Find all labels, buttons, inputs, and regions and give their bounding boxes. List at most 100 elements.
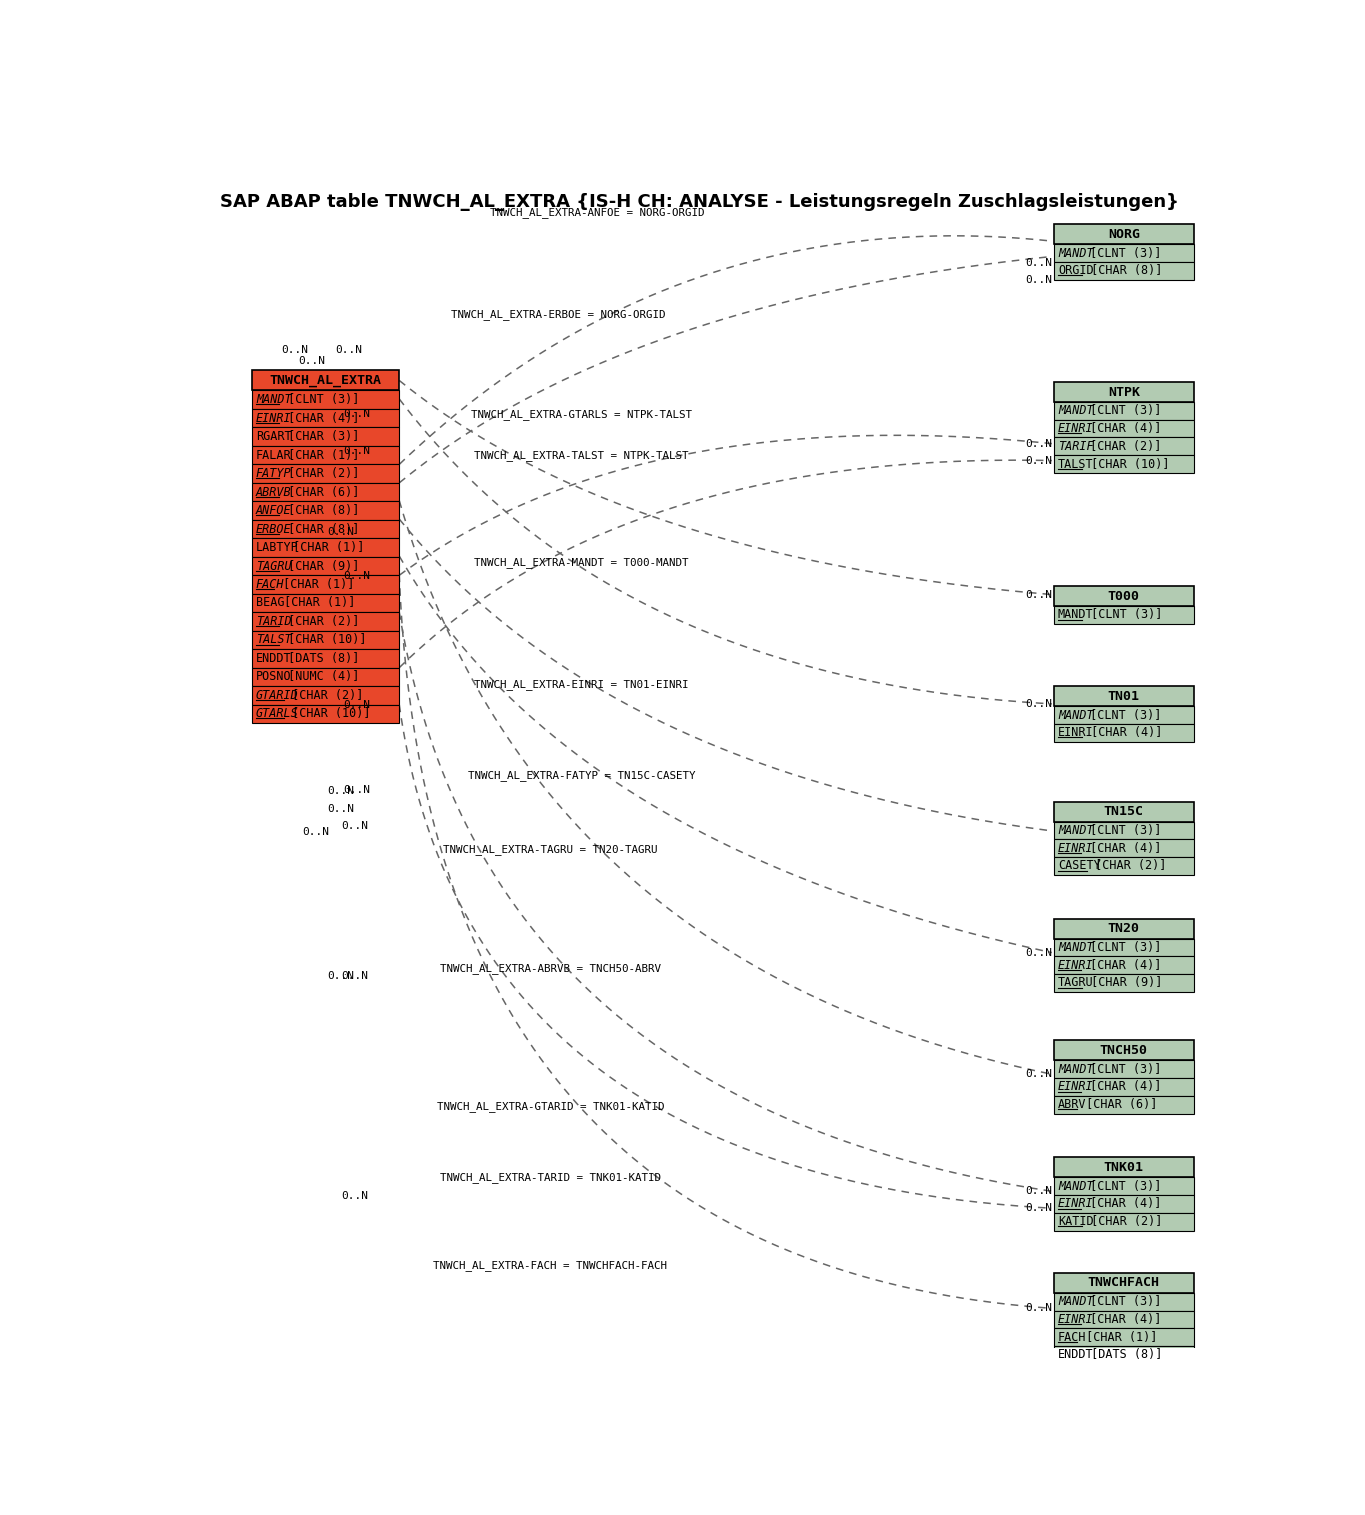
Text: 0..N: 0..N [328,527,355,538]
Text: EINRI: EINRI [1058,1080,1093,1094]
Text: 0..N: 0..N [341,1191,367,1201]
Text: 0..N: 0..N [281,345,308,356]
Text: 0..N: 0..N [341,971,367,980]
Text: 0..N: 0..N [341,821,367,832]
Bar [253,501,399,520]
Text: TN01: TN01 [1108,689,1140,703]
Bar [1054,974,1193,992]
Text: [CLNT (3)]: [CLNT (3)] [1082,247,1162,259]
Text: [DATS (8)]: [DATS (8)] [281,651,360,665]
Text: ENDDT: ENDDT [255,651,292,665]
Bar [1054,1292,1193,1310]
Bar [253,594,399,612]
Text: [CHAR (4)]: [CHAR (4)] [1082,1080,1162,1094]
Bar [1054,438,1193,454]
Text: 0..N: 0..N [1025,698,1052,709]
Bar [1054,1041,1193,1060]
Bar [253,650,399,668]
Bar [1054,454,1193,473]
Bar [1054,1345,1193,1364]
Text: [NUMC (4)]: [NUMC (4)] [281,671,360,683]
Text: EINRI: EINRI [1058,842,1093,854]
Text: FALAR: FALAR [255,448,292,462]
Text: [CHAR (4)]: [CHAR (4)] [281,412,359,424]
Text: 0..N: 0..N [343,571,370,582]
Text: [CHAR (10)]: [CHAR (10)] [285,708,371,720]
Text: [CHAR (8)]: [CHAR (8)] [281,523,359,536]
Bar [1054,686,1193,706]
Text: FACH: FACH [255,579,284,591]
Text: TNWCHFACH: TNWCHFACH [1088,1277,1160,1289]
Text: [CHAR (1)]: [CHAR (1)] [1078,1330,1158,1344]
Text: MANDT: MANDT [1058,1180,1093,1192]
Text: [CLNT (3)]: [CLNT (3)] [1082,1062,1162,1076]
Text: [CHAR (1)]: [CHAR (1)] [277,597,355,609]
Text: GTARID: GTARID [255,689,299,701]
Text: ABRV: ABRV [1058,1098,1087,1110]
Text: [CLNT (3)]: [CLNT (3)] [1082,824,1162,836]
Text: 0..N: 0..N [1025,439,1052,448]
Text: 0..N: 0..N [1025,456,1052,465]
Text: 0..N: 0..N [343,700,370,711]
Bar [1054,706,1193,724]
Text: LABTYP: LABTYP [255,541,299,554]
Text: FACH: FACH [1058,1330,1087,1344]
Text: MANDT: MANDT [1058,1062,1093,1076]
Bar [253,445,399,465]
Bar [1054,606,1193,624]
Text: [CLNT (3)]: [CLNT (3)] [1082,1180,1162,1192]
Text: GTARLS: GTARLS [255,708,299,720]
Text: 0..N: 0..N [1025,1203,1052,1214]
Text: NTPK: NTPK [1108,385,1140,398]
Bar [1054,1079,1193,1095]
Text: [CHAR (4)]: [CHAR (4)] [1082,1314,1162,1326]
Bar [253,427,399,445]
Text: TNK01: TNK01 [1104,1160,1144,1174]
Bar [1054,586,1193,606]
Text: MANDT: MANDT [1058,247,1093,259]
Text: SAP ABAP table TNWCH_AL_EXTRA {IS-H CH: ANALYSE - Leistungsregeln Zuschlagsleist: SAP ABAP table TNWCH_AL_EXTRA {IS-H CH: … [220,194,1178,212]
Bar [253,630,399,650]
Bar [1054,801,1193,821]
Text: TALST: TALST [255,633,292,647]
Text: 0..N: 0..N [1025,274,1052,285]
Bar [1054,956,1193,974]
Text: TNWCH_AL_EXTRA-ANFOE = NORG-ORGID: TNWCH_AL_EXTRA-ANFOE = NORG-ORGID [490,208,704,218]
Text: MANDT: MANDT [1058,824,1093,836]
Bar [253,465,399,483]
Text: 0..N: 0..N [343,447,370,456]
Text: TAGRU: TAGRU [1058,977,1093,989]
Text: T000: T000 [1108,589,1140,603]
Text: [CHAR (10)]: [CHAR (10)] [1084,458,1168,471]
Text: ENDDT: ENDDT [1058,1348,1093,1362]
Text: ERBOE: ERBOE [255,523,292,536]
Text: TNWCH_AL_EXTRA-MANDT = T000-MANDT: TNWCH_AL_EXTRA-MANDT = T000-MANDT [474,558,688,568]
Text: TARIF: TARIF [1058,439,1093,453]
Text: [CHAR (4)]: [CHAR (4)] [1082,842,1162,854]
Text: [CHAR (9)]: [CHAR (9)] [1084,977,1162,989]
Text: [CHAR (6)]: [CHAR (6)] [1078,1098,1158,1110]
Text: TNWCH_AL_EXTRA-FATYP = TN15C-CASETY: TNWCH_AL_EXTRA-FATYP = TN15C-CASETY [468,770,695,780]
Text: BEAG: BEAG [255,597,284,609]
Text: [CHAR (3)]: [CHAR (3)] [281,430,360,444]
Text: [CLNT (3)]: [CLNT (3)] [1082,709,1162,721]
Text: 0..N: 0..N [1025,1070,1052,1079]
Text: 0..N: 0..N [343,785,370,795]
Bar [1054,420,1193,438]
Text: EINRI: EINRI [1058,423,1093,435]
Bar [1054,918,1193,939]
Bar [1054,1157,1193,1177]
Text: MANDT: MANDT [1058,609,1093,621]
Text: TNWCH_AL_EXTRA-ABRVB = TNCH50-ABRV: TNWCH_AL_EXTRA-ABRVB = TNCH50-ABRV [440,964,661,974]
Text: 0..N: 0..N [336,344,362,355]
Bar [253,668,399,686]
Text: MANDT: MANDT [255,394,292,406]
Text: EINRI: EINRI [1058,1197,1093,1210]
Text: TNWCH_AL_EXTRA: TNWCH_AL_EXTRA [270,374,382,386]
Bar [1054,1060,1193,1079]
Bar [1054,244,1193,262]
Text: [CHAR (2)]: [CHAR (2)] [1082,439,1162,453]
Text: TN15C: TN15C [1104,804,1144,818]
Text: 0..N: 0..N [1025,258,1052,268]
Text: 0..N: 0..N [299,356,326,367]
